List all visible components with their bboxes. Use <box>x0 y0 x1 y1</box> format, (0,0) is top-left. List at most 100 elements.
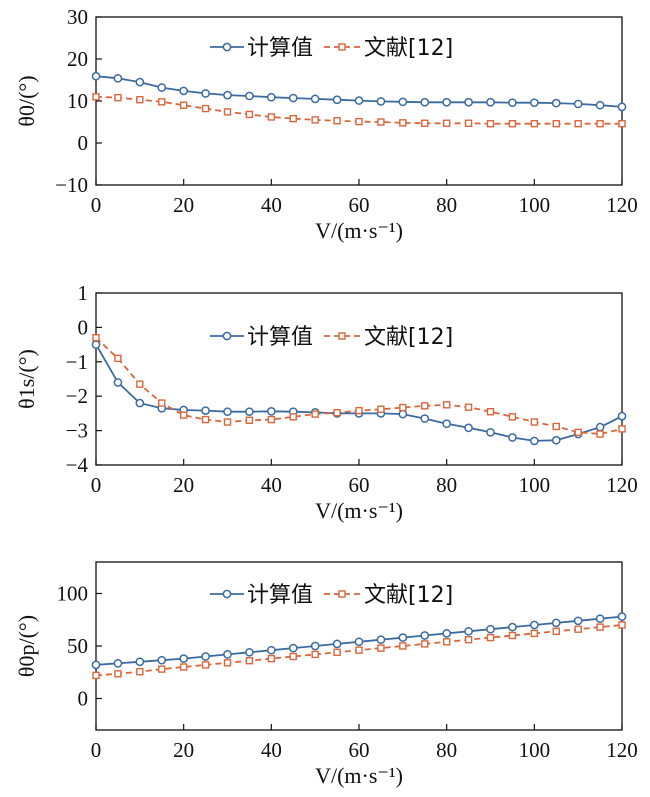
data-point <box>529 436 539 446</box>
data-point <box>92 671 100 680</box>
data-point <box>551 435 561 445</box>
data-point <box>179 663 188 671</box>
data-point <box>266 406 276 416</box>
data-point <box>399 403 407 412</box>
data-point <box>92 93 100 101</box>
data-point <box>486 624 495 634</box>
data-point <box>486 407 495 416</box>
x-tick-label: 0 <box>91 738 102 762</box>
x-tick-label: 120 <box>606 738 638 762</box>
data-point <box>595 100 605 110</box>
series-line-1 <box>95 344 623 442</box>
data-point <box>508 433 517 442</box>
x-tick-label: 20 <box>173 473 194 497</box>
chart-panel-1: 0 20 40 60 80 100 120−100102030V/(m·s⁻¹)θ0/(°)… <box>14 5 638 243</box>
data-point <box>223 418 232 426</box>
data-point <box>377 118 385 126</box>
legend-marker-1 <box>222 42 232 52</box>
y-tick-label: 20 <box>67 47 88 71</box>
data-point <box>245 416 254 424</box>
data-point <box>442 638 451 646</box>
data-point <box>288 643 298 653</box>
data-point <box>398 633 408 642</box>
plot-frame <box>95 292 623 466</box>
data-point <box>223 90 232 100</box>
data-point <box>551 98 561 108</box>
data-point <box>223 650 232 659</box>
y-tick-label: −3 <box>66 419 88 443</box>
data-point <box>355 117 363 126</box>
data-point <box>332 95 342 105</box>
data-point <box>267 415 276 424</box>
data-point <box>311 650 319 659</box>
legend-label-1: 计算值 <box>247 583 313 608</box>
legend-label-1: 计算值 <box>247 325 313 350</box>
data-point <box>464 423 473 433</box>
data-point <box>420 414 430 423</box>
x-tick-label: 100 <box>519 193 551 217</box>
data-point <box>201 415 210 424</box>
data-point <box>595 422 605 432</box>
x-tick-label: 40 <box>261 473 282 497</box>
data-point <box>157 655 167 665</box>
legend: 计算值 文献[12] <box>210 583 453 608</box>
data-point <box>618 425 626 433</box>
data-point <box>486 427 495 437</box>
data-point <box>113 658 123 668</box>
data-point <box>354 637 364 647</box>
data-point <box>332 639 342 649</box>
data-point <box>267 113 276 121</box>
data-point <box>113 378 123 387</box>
data-point <box>201 89 210 98</box>
data-point <box>267 654 276 663</box>
data-point <box>421 402 429 410</box>
data-point <box>136 96 144 104</box>
data-point <box>464 403 473 411</box>
data-point <box>158 399 166 407</box>
data-point <box>398 97 408 107</box>
x-tick-label: 120 <box>606 473 638 497</box>
data-point <box>530 418 539 426</box>
data-point <box>442 401 451 409</box>
chart-panel-3: 0 20 40 60 80 100 120 0 50 100 V/(m·s⁻¹) θ0p/(°) 计算值… <box>14 561 638 788</box>
y-tick-label: 0 <box>78 315 89 339</box>
data-point <box>114 354 122 363</box>
data-point <box>508 413 517 421</box>
y-tick-label: 1 <box>78 281 89 305</box>
x-tick-label: 60 <box>349 738 370 762</box>
data-point <box>464 119 473 127</box>
data-point <box>289 114 297 123</box>
data-point <box>135 398 145 408</box>
legend-marker-2 <box>338 332 346 340</box>
data-point <box>464 636 473 644</box>
data-point <box>617 411 627 421</box>
y-tick-label: 30 <box>67 5 88 29</box>
data-point <box>399 119 407 127</box>
data-point <box>158 98 166 106</box>
x-tick-label: 80 <box>436 473 457 497</box>
data-point <box>617 102 627 112</box>
data-point <box>201 104 210 113</box>
data-point <box>201 652 210 661</box>
data-point <box>355 406 363 415</box>
data-point <box>486 97 495 107</box>
data-point <box>486 633 495 642</box>
data-point <box>442 97 452 107</box>
data-point <box>245 647 254 657</box>
data-point <box>92 334 100 342</box>
legend: 计算值 文献[12] <box>210 36 453 61</box>
data-point <box>529 98 539 108</box>
data-point <box>289 413 297 421</box>
x-axis-label: V/(m·s⁻¹) <box>315 763 403 788</box>
data-point <box>114 93 122 102</box>
data-point <box>552 119 560 128</box>
x-tick-label: 0 <box>91 473 102 497</box>
data-point <box>574 428 582 437</box>
data-point <box>376 97 386 106</box>
data-point <box>354 96 364 105</box>
data-point <box>617 612 627 621</box>
data-point <box>376 635 386 645</box>
data-point <box>377 405 385 413</box>
x-axis-label: V/(m·s⁻¹) <box>315 218 403 243</box>
